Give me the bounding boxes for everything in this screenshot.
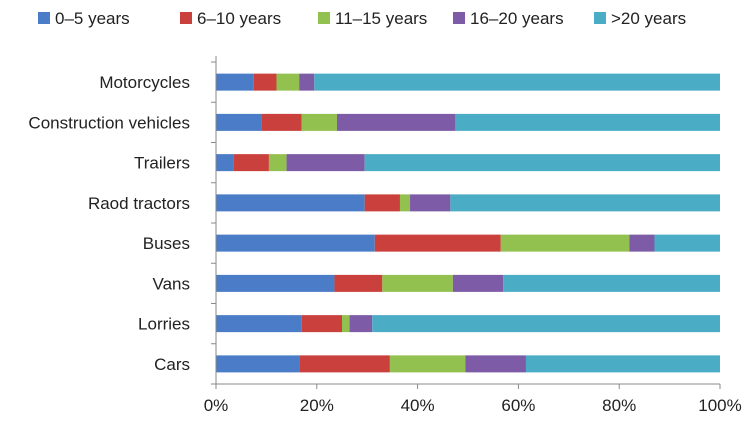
bar-segment <box>301 113 337 131</box>
legend-swatch <box>318 12 330 24</box>
category-label: Lorries <box>138 315 190 334</box>
bars: Motorcycles Construction vehicles Trailers… <box>28 73 720 374</box>
bar-segment <box>372 315 720 333</box>
category-label: Vans <box>153 274 191 293</box>
bar-segment <box>301 315 342 333</box>
bar-segment <box>500 234 630 252</box>
bar-segment <box>216 355 300 373</box>
category-label: Cars <box>154 355 190 374</box>
legend-label: 6–10 years <box>197 9 281 28</box>
bar-segment <box>334 274 383 292</box>
bar-segment <box>389 355 466 373</box>
legend-label: 0–5 years <box>55 9 130 28</box>
legend-label: 11–15 years <box>335 9 427 28</box>
bar-segment <box>314 73 720 91</box>
category-label: Construction vehicles <box>28 113 190 132</box>
legend-swatch <box>38 12 50 24</box>
legend-item: 6–10 years <box>180 9 281 28</box>
bar-segment <box>364 194 400 212</box>
bar-segment <box>216 113 262 131</box>
bar-segment <box>216 194 365 212</box>
x-tick-label: 20% <box>300 396 334 415</box>
bar-segment <box>399 194 411 212</box>
bar-segment <box>336 113 456 131</box>
bar-segment <box>455 113 720 131</box>
legend: 0–5 years 6–10 years 11–15 years 16–20 year… <box>38 9 686 28</box>
legend-swatch <box>180 12 192 24</box>
category-label: Trailers <box>134 154 190 173</box>
bar-segment <box>503 274 720 292</box>
bar-segment <box>233 154 269 172</box>
bar-segment <box>299 355 390 373</box>
x-tick-label: 100% <box>698 396 741 415</box>
axes: 0% 20% 40% 60% 80% 100% <box>204 56 742 415</box>
legend-label: 16–20 years <box>470 9 564 28</box>
x-tick-label: 40% <box>401 396 435 415</box>
bar-segment <box>216 154 234 172</box>
legend-swatch <box>594 12 606 24</box>
legend-item: 0–5 years <box>38 9 130 28</box>
bar-segment <box>216 274 335 292</box>
bar-segment <box>629 234 655 252</box>
category-label: Buses <box>143 234 190 253</box>
category-label: Motorcycles <box>99 73 190 92</box>
bar-segment <box>525 355 720 373</box>
bar-segment <box>216 234 375 252</box>
bar-segment <box>261 113 302 131</box>
bar-segment <box>465 355 526 373</box>
x-tick-label: 80% <box>602 396 636 415</box>
bar-segment <box>349 315 373 333</box>
legend-item: 11–15 years <box>318 9 427 28</box>
bar-segment <box>450 194 720 212</box>
bar-segment <box>654 234 720 252</box>
legend-label: >20 years <box>611 9 686 28</box>
bar-segment <box>382 274 453 292</box>
category-label: Raod tractors <box>88 194 190 213</box>
legend-item: >20 years <box>594 9 686 28</box>
bar-segment <box>268 154 287 172</box>
legend-item: 16–20 years <box>453 9 564 28</box>
bar-segment <box>216 315 302 333</box>
legend-swatch <box>453 12 465 24</box>
x-tick-label: 0% <box>204 396 229 415</box>
bar-segment <box>342 315 350 333</box>
bar-segment <box>216 73 254 91</box>
bar-segment <box>286 154 365 172</box>
bar-segment <box>364 154 720 172</box>
x-tick-label: 60% <box>501 396 535 415</box>
bar-segment <box>276 73 300 91</box>
bar-segment <box>253 73 277 91</box>
bar-segment <box>452 274 504 292</box>
bar-segment <box>374 234 501 252</box>
bar-segment <box>299 73 315 91</box>
bar-segment <box>410 194 451 212</box>
